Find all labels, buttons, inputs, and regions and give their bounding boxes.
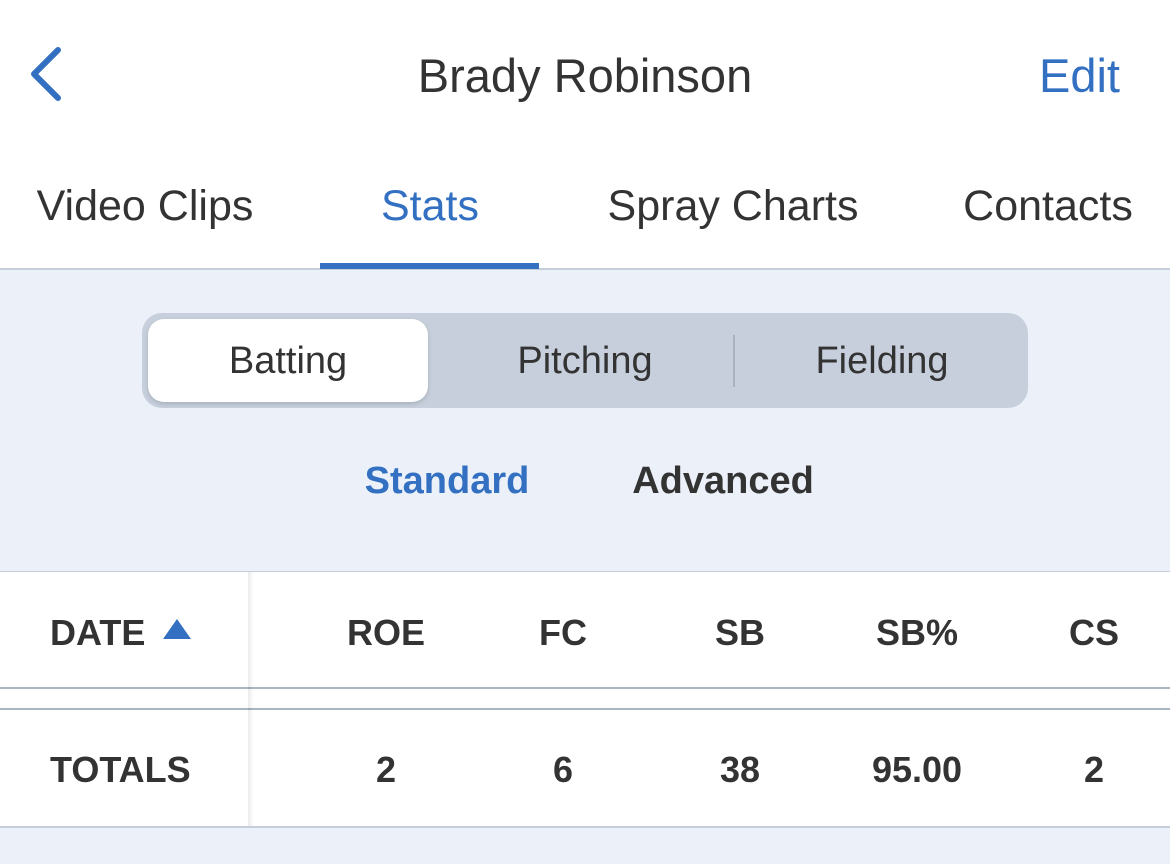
segment-divider [733, 335, 735, 387]
cell: 2 [375, 749, 397, 790]
tab[interactable]: Contacts [963, 182, 1133, 230]
segment[interactable]: Batting [228, 340, 348, 382]
segment[interactable]: Fielding [815, 340, 949, 382]
column-header: ROE [346, 612, 426, 653]
title: Brady Robinson [417, 49, 753, 102]
tab-active[interactable]: Stats [381, 182, 479, 230]
edit-button[interactable]: Edit [1039, 49, 1120, 102]
tab-indicator [320, 263, 539, 269]
tab[interactable]: Spray Charts [607, 182, 859, 230]
segment[interactable]: Pitching [517, 340, 653, 382]
cell: 2 [1083, 749, 1105, 790]
column-shadow [248, 572, 254, 826]
header-area: Brady Robinson Edit Video Clips Stats Sp… [0, 0, 1170, 270]
date-header[interactable]: DATE [50, 612, 146, 653]
cell: 95.00 [871, 749, 963, 790]
column-header: FC [539, 612, 587, 653]
column-header: SB% [875, 612, 959, 653]
cell: 6 [552, 749, 574, 790]
back-button[interactable] [26, 46, 66, 102]
tab[interactable]: Video Clips [36, 182, 254, 230]
column-header: SB [714, 612, 766, 653]
table-row [0, 710, 1170, 828]
cell: 38 [719, 749, 761, 790]
sort-icon [163, 619, 191, 639]
column-header: CS [1068, 612, 1120, 653]
segment-selected [148, 319, 428, 402]
subtab[interactable]: Advanced [632, 460, 814, 502]
table-header [0, 571, 1170, 689]
row-label: TOTALS [50, 749, 191, 790]
table-separator [0, 689, 1170, 710]
subtab[interactable]: Standard [364, 460, 530, 502]
